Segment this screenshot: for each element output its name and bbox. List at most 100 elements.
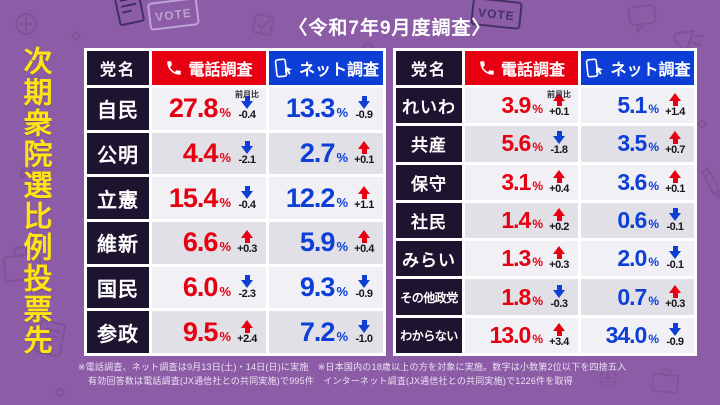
change-value: +1.4: [665, 106, 685, 119]
month-over-month-label: 前月比: [235, 90, 259, 99]
net-result-cell: 3.6% +0.1: [581, 164, 694, 200]
phone-result-cell: 4.4% -2.1: [152, 132, 266, 175]
party-name: 保守: [396, 164, 462, 200]
net-result-cell: 3.5% +0.7: [581, 126, 694, 162]
net-result-cell: 12.2% +1.1: [269, 177, 383, 220]
net-result-cell: 0.7% +0.3: [581, 279, 694, 315]
value-group: 5.9%: [270, 229, 348, 256]
arrow-stem: [672, 101, 678, 107]
arrow-head: [241, 190, 253, 199]
net-value: 12.2: [285, 182, 336, 213]
net-value: 5.1: [617, 92, 647, 119]
arrow-stem: [672, 292, 678, 298]
change-value: -1.0: [355, 332, 373, 345]
percent-sign: %: [648, 178, 659, 193]
value-group: 2.7%: [270, 140, 348, 167]
party-name: 自民: [87, 88, 149, 130]
footnote-line: 有効回答数は電話調査(JX通信社との共同実施)で995件 インターネット調査(J…: [88, 375, 573, 386]
arrow-head: [241, 319, 253, 328]
phone-value: 15.4: [168, 182, 219, 213]
arrow-stem: [556, 330, 562, 336]
arrow-stem: [244, 327, 250, 333]
arrow-head: [669, 212, 681, 221]
phone-value: 1.8: [501, 283, 531, 310]
change-arrow-up-icon: [241, 230, 253, 244]
net-result-cell: 9.3% -0.9: [269, 266, 383, 309]
column-header-net-label: ネット調査: [298, 62, 379, 79]
net-value: 0.7: [617, 283, 647, 310]
party-name: 国民: [87, 266, 149, 309]
percent-sign: %: [648, 293, 659, 308]
value-group: 6.6%: [153, 229, 231, 256]
change-value: +0.4: [354, 243, 374, 256]
arrow-head: [241, 280, 253, 289]
smartphone-tap-icon: [586, 58, 604, 78]
change-indicator: +0.1: [661, 169, 689, 195]
change-value: -0.9: [355, 109, 373, 122]
change-indicator: +0.3: [661, 284, 689, 310]
party-name: 公明: [87, 132, 149, 175]
column-header-phone-label: 電話調査: [500, 62, 565, 79]
table-row: れいわ 前月比 3.9% +0.1 5.1% +1.4: [396, 88, 694, 124]
arrow-head: [241, 101, 253, 110]
change-value: +0.7: [665, 144, 685, 157]
net-result-cell: 5.1% +1.4: [581, 88, 694, 124]
arrow-stem: [672, 139, 678, 145]
value-group: 4.4%: [153, 140, 231, 167]
change-indicator: +0.1: [350, 141, 378, 166]
change-arrow-down-icon: [669, 207, 681, 221]
net-result-cell: 7.2% -1.0: [269, 311, 383, 354]
value-group: 0.7%: [595, 283, 659, 310]
arrow-head: [553, 322, 565, 331]
arrow-stem: [244, 141, 250, 146]
arrow-stem: [672, 322, 678, 328]
net-value: 2.7: [299, 138, 336, 168]
arrow-stem: [361, 96, 367, 102]
percent-sign: %: [532, 255, 543, 270]
change-value: -0.3: [550, 297, 568, 310]
arrow-stem: [361, 275, 367, 281]
phone-value: 1.3: [501, 245, 531, 272]
arrow-head: [358, 230, 370, 239]
phone-icon: [480, 61, 494, 75]
arrow-stem: [244, 185, 250, 191]
value-group: 12.2%: [270, 182, 348, 213]
change-arrow-up-icon: [241, 319, 253, 333]
column-header-phone-label: 電話調査: [188, 62, 253, 79]
change-indicator: -0.4: [233, 185, 261, 211]
phone-value: 5.6: [501, 130, 531, 157]
change-indicator: -2.1: [233, 141, 261, 166]
change-indicator: +1.4: [661, 93, 689, 118]
percent-sign: %: [648, 102, 659, 117]
arrow-head: [241, 230, 253, 239]
net-value: 5.9: [299, 227, 336, 258]
net-value: 2.0: [617, 245, 647, 272]
phone-result-cell: 15.4% -0.4: [152, 177, 266, 220]
change-indicator: +0.2: [545, 207, 573, 233]
value-group: 13.3%: [270, 95, 348, 122]
value-group: 0.6%: [595, 208, 659, 232]
change-arrow-up-icon: [669, 169, 681, 183]
value-group: 5.6%: [479, 132, 543, 155]
percent-sign: %: [532, 102, 543, 117]
percent-sign: %: [219, 239, 231, 255]
column-header-net-survey: ネット調査: [269, 51, 383, 85]
table-header-row: 党名 電話調査 ネット調査: [87, 51, 383, 85]
percent-sign: %: [648, 331, 659, 346]
column-header-net-label: ネット調査: [610, 62, 691, 79]
net-value: 34.0: [605, 321, 648, 348]
phone-value: 6.0: [182, 272, 219, 303]
arrow-head: [358, 141, 370, 149]
change-arrow-down-icon: [241, 141, 253, 154]
arrow-stem: [244, 96, 250, 102]
value-group: 6.0%: [153, 274, 231, 301]
percent-sign: %: [648, 255, 659, 270]
percent-sign: %: [219, 150, 231, 165]
phone-result-cell: 5.6% -1.8: [465, 126, 578, 162]
page-title: 次期衆院選比例投票先: [19, 46, 51, 356]
arrow-stem: [361, 238, 367, 244]
percent-sign: %: [648, 216, 659, 231]
change-indicator: -1.0: [350, 319, 378, 345]
value-group: 3.1%: [479, 170, 543, 194]
phone-result-cell: 3.1% +0.4: [465, 164, 578, 200]
